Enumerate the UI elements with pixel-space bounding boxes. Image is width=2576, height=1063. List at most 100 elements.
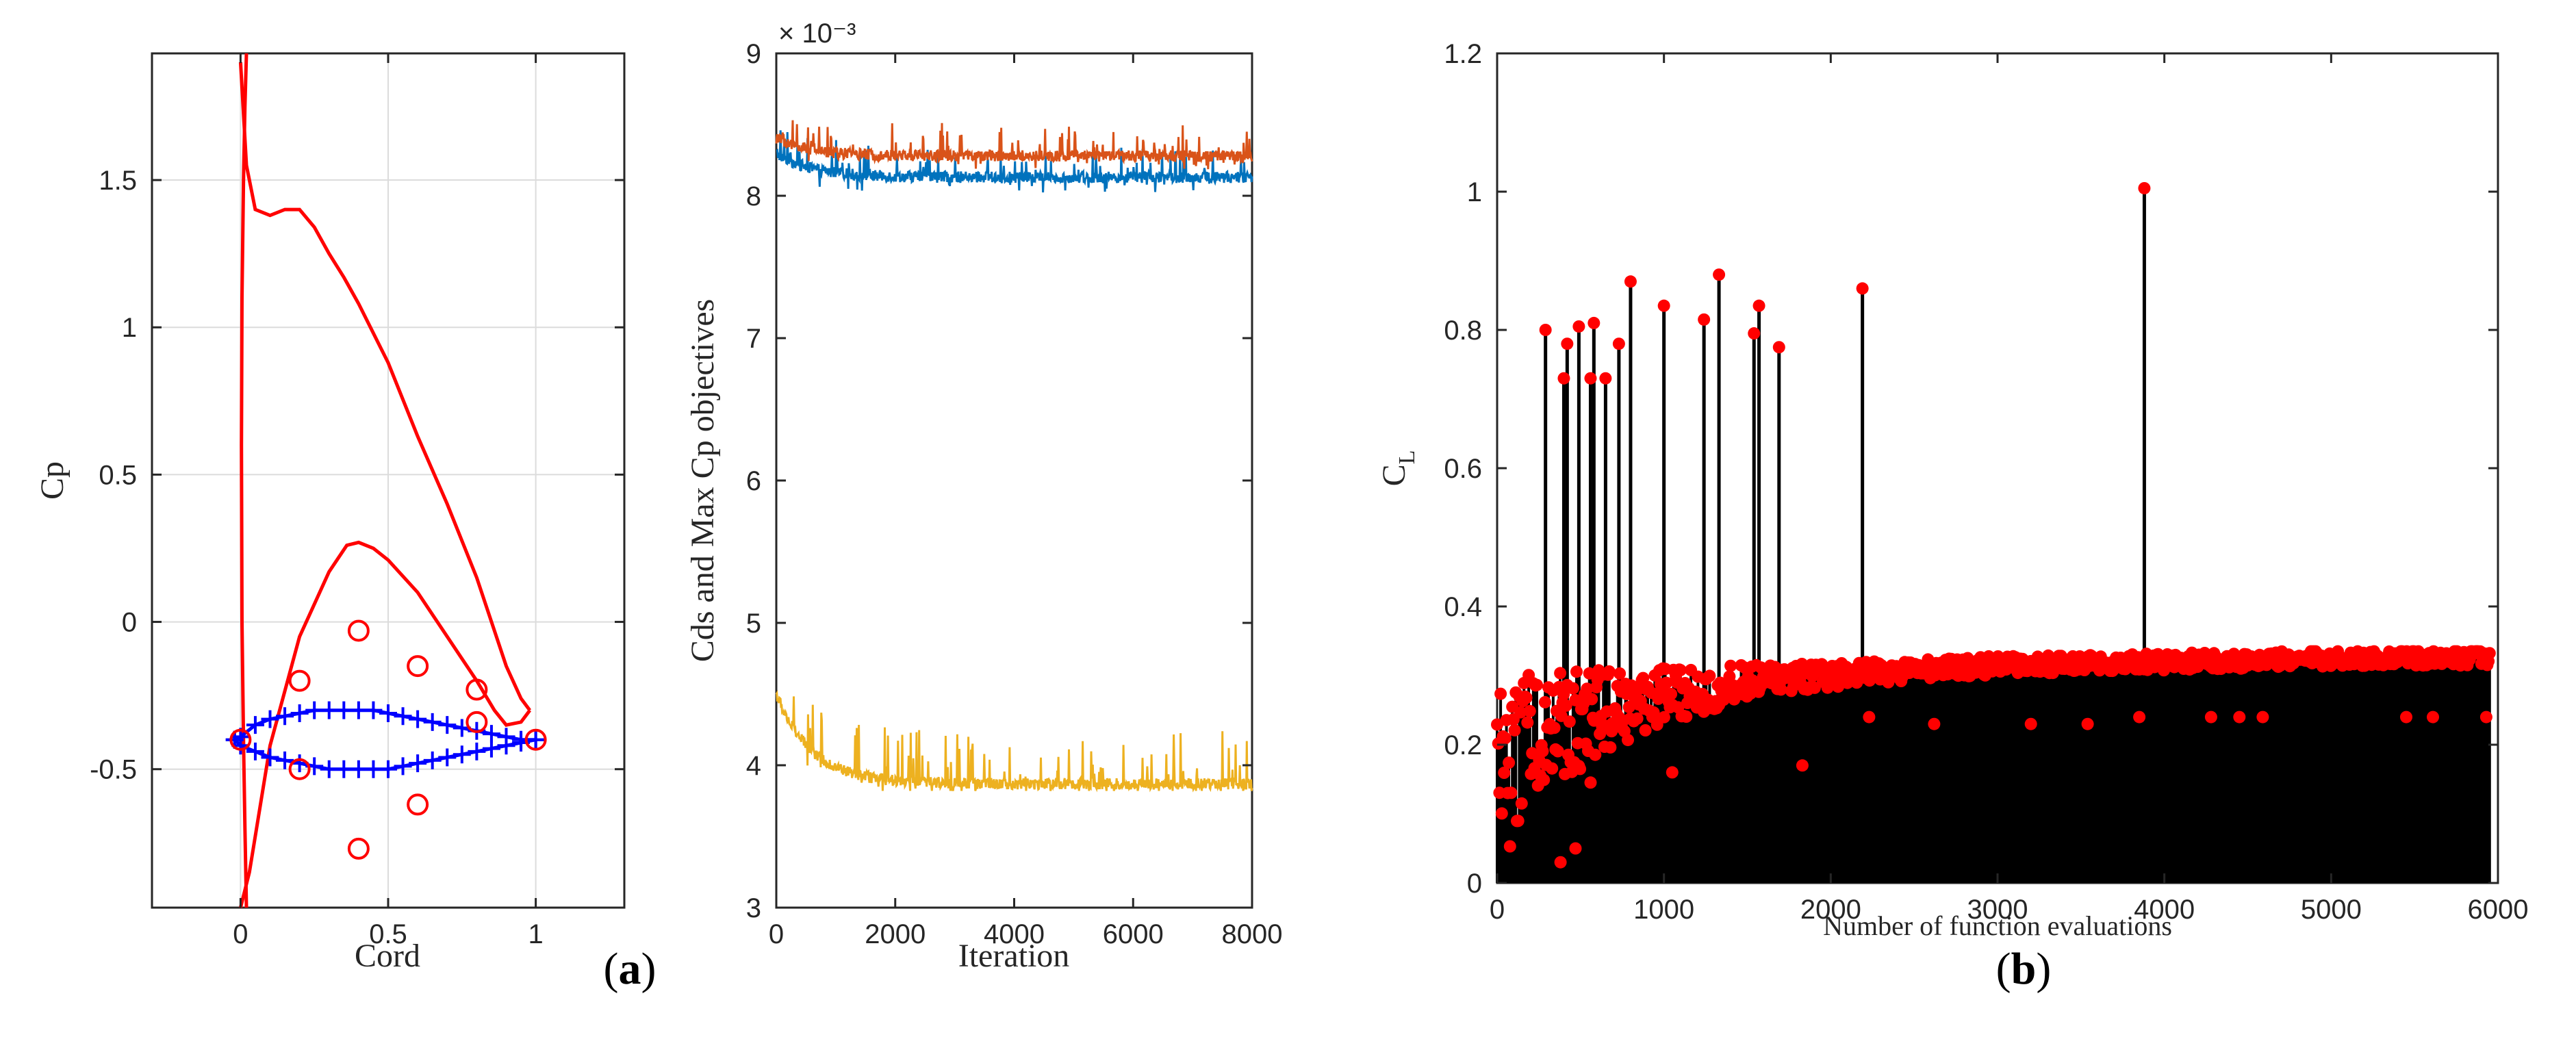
- cl-point: [1680, 710, 1693, 723]
- airfoil-lower-point: [261, 748, 279, 767]
- cl-point: [1563, 715, 1576, 728]
- cl-point: [1724, 659, 1737, 672]
- airfoil-upper-point: [379, 704, 397, 722]
- iteration-y-tick-label: 5: [746, 609, 761, 639]
- panel-label-a: (a): [604, 944, 656, 994]
- control-point: [466, 710, 488, 733]
- cl-point: [2483, 647, 2496, 660]
- cl-point: [1505, 786, 1518, 799]
- cl-point: [1603, 665, 1616, 678]
- iteration-series-max-cp-objective-a: [775, 120, 1253, 170]
- cl-point: [1604, 741, 1617, 754]
- airfoil-lower-point: [394, 757, 412, 776]
- cl-point: [1538, 695, 1551, 708]
- cl-x-tick-label: 3000: [1967, 895, 2028, 925]
- cl-y-tick-label: 0.6: [1444, 454, 1482, 484]
- objectives-vs-iteration-chart: 0 2000 4000 6000 8000 3 4 5 6 7 8 9 × 10⁻³ Iteratio…: [685, 18, 1282, 974]
- iteration-series-cds: [776, 130, 1253, 193]
- cp-y-tick-label: 0: [122, 608, 137, 638]
- cl-point: [1832, 680, 1845, 693]
- airfoil-upper-point: [246, 716, 264, 734]
- airfoil-upper-point: [290, 704, 309, 722]
- cp-y-tick-label: 0.5: [99, 460, 137, 490]
- cl-point: [2233, 710, 2246, 723]
- cp-upper-line: [238, 62, 531, 712]
- iteration-x-tick-label: 4000: [984, 919, 1045, 949]
- iteration-y-axis-label: Cds and Max Cp objectives: [685, 299, 721, 663]
- cp-y-tick-label: 1.5: [99, 166, 137, 196]
- iteration-x-axis-label: Iteration: [958, 938, 1070, 974]
- airfoil-lower-point: [482, 739, 500, 758]
- cl-spike-point: [1587, 316, 1601, 329]
- cl-point: [1499, 732, 1512, 745]
- cl-spike-point: [1539, 324, 1552, 336]
- cl-point: [1508, 723, 1521, 737]
- cl-point: [1554, 667, 1567, 680]
- cl-y-tick-label: 0.8: [1444, 316, 1482, 346]
- panel-label-b-letter: b: [2011, 944, 2037, 994]
- control-point: [347, 837, 370, 860]
- airfoil-upper-point: [276, 707, 294, 726]
- cl-x-tick-label: 2000: [1800, 895, 1861, 925]
- cp-vs-cord-chart: 0 0.5 1 -0.5 0 0.5 1 1.5 Cord Cp: [34, 52, 626, 974]
- cl-point: [1538, 773, 1551, 786]
- cl-y-tick-label: 1: [1467, 177, 1482, 207]
- airfoil-lower-point: [409, 754, 427, 773]
- airfoil-lower-point: [452, 745, 471, 764]
- cl-spike-point: [1752, 299, 1765, 312]
- cl-point: [1703, 669, 1716, 682]
- cl-point: [2133, 710, 2146, 723]
- cl-point: [1585, 693, 1598, 706]
- cl-point: [1498, 767, 1511, 779]
- cl-x-tick-label: 1000: [1633, 895, 1694, 925]
- cl-y-tick-label: 0.4: [1444, 592, 1482, 622]
- cl-point: [1559, 699, 1572, 712]
- cl-point: [1647, 706, 1660, 719]
- airfoil-upper-point: [394, 707, 412, 726]
- cl-point: [1548, 721, 1561, 734]
- cl-point: [2427, 710, 2439, 723]
- control-point: [288, 758, 311, 780]
- cl-spike-point: [1624, 275, 1637, 288]
- cl-point: [1515, 797, 1528, 810]
- airfoil-upper-point: [261, 710, 279, 728]
- iteration-y-tick-label: 4: [746, 751, 761, 781]
- cl-spike-point: [1856, 282, 1869, 295]
- airfoil-lower-point: [246, 742, 264, 760]
- cl-spike-point: [1713, 268, 1726, 281]
- cl-spike-point: [2138, 181, 2151, 194]
- control-point: [407, 793, 429, 816]
- airfoil-lower-point: [276, 751, 294, 769]
- cl-point: [1631, 712, 1644, 725]
- iteration-y-scale-label: × 10⁻³: [778, 18, 856, 49]
- cl-point: [1863, 710, 1876, 723]
- cl-point: [1639, 724, 1652, 737]
- cl-point: [1584, 776, 1597, 789]
- cl-point: [1566, 682, 1579, 695]
- cl-point: [1520, 691, 1533, 704]
- cl-point: [1674, 664, 1687, 676]
- cl-point: [1536, 745, 1549, 758]
- cp-y-tick-label: -0.5: [90, 755, 137, 785]
- cl-stems: [1496, 651, 2491, 883]
- cl-point: [1589, 748, 1602, 761]
- cl-point: [1660, 676, 1673, 689]
- cl-point: [1666, 766, 1679, 779]
- cl-y-axis-label-main: C: [1376, 464, 1412, 486]
- cl-x-axis-label: Number of function evaluations: [1823, 910, 2172, 941]
- cl-point: [1574, 763, 1587, 776]
- cl-y-axis-label-sub: L: [1394, 450, 1420, 465]
- cl-x-tick-label: 6000: [2468, 895, 2529, 925]
- cl-spike-point: [1657, 299, 1670, 312]
- cl-point: [1531, 678, 1543, 691]
- cp-x-tick-label: 1: [528, 919, 544, 949]
- iteration-y-tick-label: 8: [746, 181, 761, 212]
- cl-point: [1491, 718, 1503, 731]
- control-point: [524, 728, 547, 751]
- cl-spike-point: [1561, 337, 1574, 350]
- iteration-series-max-cp-objective-b: [775, 689, 1253, 793]
- cl-spike-point: [1599, 372, 1612, 385]
- cl-point: [1665, 687, 1678, 700]
- cl-point: [1512, 815, 1525, 828]
- cp-closure-line: [238, 540, 531, 908]
